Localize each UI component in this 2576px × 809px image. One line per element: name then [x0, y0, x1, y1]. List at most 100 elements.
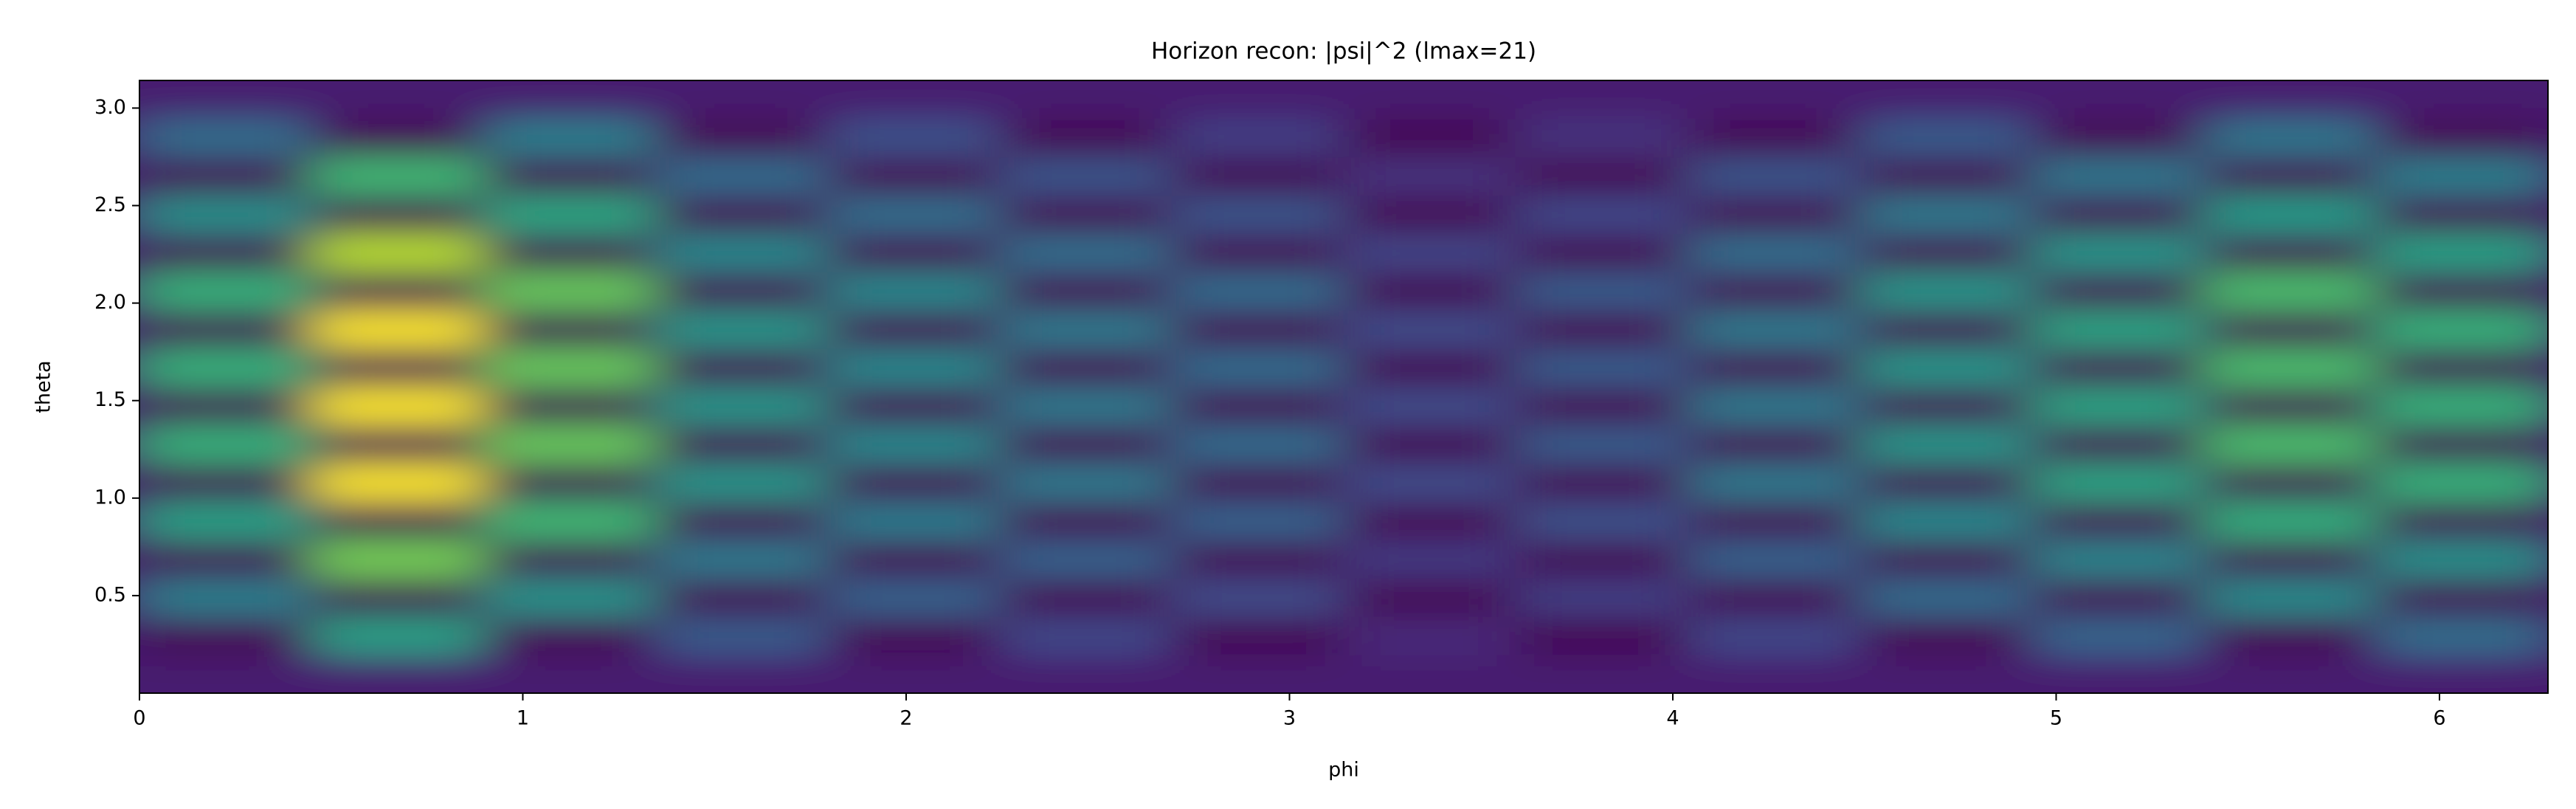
- heatmap-cell: [1343, 80, 1516, 120]
- heatmap-cell: [655, 233, 829, 272]
- heatmap-cell: [827, 577, 1001, 617]
- heatmap-cell: [999, 424, 1173, 464]
- heatmap-cell: [655, 195, 829, 234]
- heatmap-cell: [2203, 271, 2377, 311]
- heatmap-cell: [1171, 309, 1344, 349]
- heatmap-cell: [139, 348, 312, 388]
- heatmap-cell: [2031, 540, 2205, 579]
- heatmap-cell: [311, 195, 484, 234]
- heatmap-cell: [2375, 501, 2548, 540]
- heatmap-cell: [1515, 348, 1688, 388]
- y-tick-label: 1.5: [94, 388, 126, 411]
- heatmap-cell: [483, 386, 656, 426]
- heatmap-cell: [1515, 577, 1688, 617]
- heatmap-cell: [1687, 118, 1860, 158]
- heatmap-cell: [1859, 233, 2033, 272]
- heatmap-cell: [999, 386, 1173, 426]
- heatmap-cell: [655, 540, 829, 579]
- heatmap-cell: [999, 309, 1173, 349]
- heatmap-cell: [483, 577, 656, 617]
- heatmap-cell: [1171, 463, 1344, 503]
- heatmap-cell: [1687, 233, 1860, 272]
- heatmap-cell: [1687, 80, 1860, 120]
- heatmap-cell: [999, 118, 1173, 158]
- heatmap-cell: [655, 501, 829, 540]
- heatmap-cell: [1343, 577, 1516, 617]
- heatmap-cell: [139, 118, 312, 158]
- heatmap-cell: [139, 540, 312, 579]
- heatmap-cell: [139, 654, 312, 693]
- heatmap-cell: [2031, 424, 2205, 464]
- heatmap-cell: [1171, 195, 1344, 234]
- heatmap-cell: [1687, 386, 1860, 426]
- heatmap-cell: [2031, 386, 2205, 426]
- heatmap-cell: [2375, 195, 2548, 234]
- heatmap-cell: [2375, 616, 2548, 655]
- heatmap-cell: [827, 386, 1001, 426]
- heatmap-cell: [483, 195, 656, 234]
- heatmap-cell: [1515, 616, 1688, 655]
- heatmap-cell: [1343, 501, 1516, 540]
- chart-title: Horizon recon: |psi|^2 (lmax=21): [1151, 38, 1536, 65]
- heatmap-cell: [139, 386, 312, 426]
- heatmap-cell: [2375, 309, 2548, 349]
- heatmap-cell: [1343, 118, 1516, 158]
- heatmap: [139, 80, 2548, 693]
- heatmap-cell: [2203, 233, 2377, 272]
- heatmap-cell: [483, 118, 656, 158]
- heatmap-cell: [1171, 501, 1344, 540]
- y-tick-label: 1.0: [94, 486, 126, 509]
- heatmap-cell: [2203, 118, 2377, 158]
- y-axis-label: theta: [32, 360, 55, 413]
- heatmap-cell: [139, 577, 312, 617]
- heatmap-cell: [1343, 271, 1516, 311]
- heatmap-cell: [2375, 156, 2548, 196]
- heatmap-cell: [311, 156, 484, 196]
- heatmap-cell: [483, 654, 656, 693]
- heatmap-cell: [1687, 156, 1860, 196]
- heatmap-cell: [2203, 424, 2377, 464]
- y-tick-label: 2.0: [94, 291, 126, 314]
- heatmap-cell: [483, 501, 656, 540]
- heatmap-cell: [827, 616, 1001, 655]
- heatmap-cell: [139, 233, 312, 272]
- heatmap-cell: [311, 118, 484, 158]
- heatmap-cell: [1343, 348, 1516, 388]
- heatmap-cell: [1171, 80, 1344, 120]
- heatmap-cell: [827, 501, 1001, 540]
- heatmap-cell: [827, 348, 1001, 388]
- heatmap-cell: [139, 424, 312, 464]
- heatmap-cell: [1859, 463, 2033, 503]
- heatmap-cell: [1859, 386, 2033, 426]
- heatmap-cell: [2375, 348, 2548, 388]
- heatmap-cell: [655, 271, 829, 311]
- heatmap-cell: [1343, 309, 1516, 349]
- heatmap-cell: [999, 501, 1173, 540]
- heatmap-cell: [655, 616, 829, 655]
- heatmap-cell: [311, 424, 484, 464]
- heatmap-cell: [655, 463, 829, 503]
- heatmap-cell: [311, 540, 484, 579]
- heatmap-cell: [311, 271, 484, 311]
- heatmap-cell: [2203, 156, 2377, 196]
- heatmap-cell: [2203, 577, 2377, 617]
- heatmap-cell: [1687, 501, 1860, 540]
- heatmap-cell: [483, 271, 656, 311]
- heatmap-cell: [1859, 424, 2033, 464]
- heatmap-cell: [2375, 654, 2548, 693]
- heatmap-cell: [1343, 616, 1516, 655]
- heatmap-cell: [1171, 233, 1344, 272]
- heatmap-cell: [2375, 540, 2548, 579]
- heatmap-cell: [1343, 424, 1516, 464]
- heatmap-cell: [827, 233, 1001, 272]
- heatmap-cell: [139, 80, 312, 120]
- heatmap-cell: [1343, 654, 1516, 693]
- heatmap-cell: [1343, 386, 1516, 426]
- heatmap-cell: [311, 577, 484, 617]
- heatmap-cell: [827, 309, 1001, 349]
- heatmap-cell: [1343, 463, 1516, 503]
- heatmap-cell: [1343, 540, 1516, 579]
- heatmap-cell: [1687, 195, 1860, 234]
- heatmap-cell: [311, 386, 484, 426]
